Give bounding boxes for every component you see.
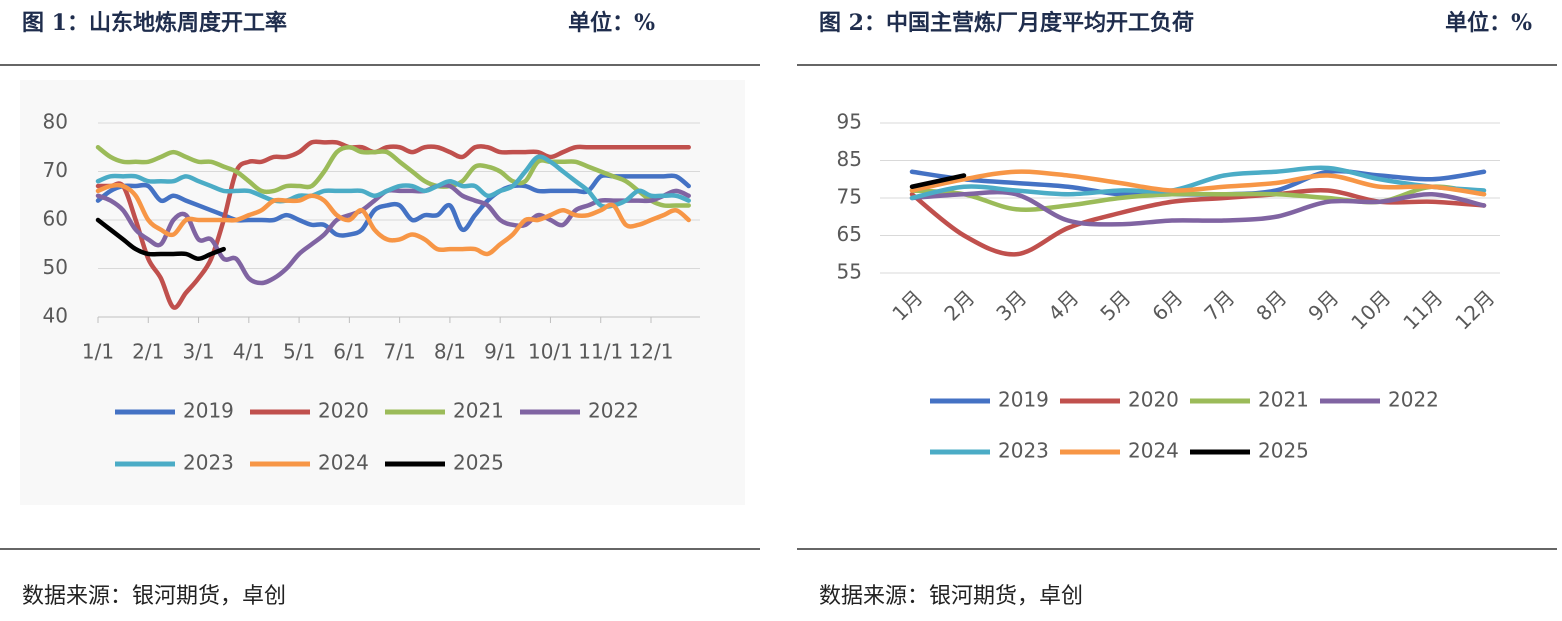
unit-label: 单位：% <box>568 10 655 36</box>
x-tick-label: 12/1 <box>629 340 674 364</box>
series-line <box>95 139 691 310</box>
x-tick-label: 1/1 <box>82 340 114 364</box>
x-tick-label: 9月 <box>1303 285 1343 325</box>
legend-label: 2020 <box>318 399 369 423</box>
x-tick-label: 3月 <box>991 285 1031 325</box>
x-tick-label: 10/1 <box>528 340 573 364</box>
series-line <box>909 169 1487 197</box>
x-tick-label: 10月 <box>1346 285 1395 334</box>
legend-label: 2025 <box>1258 439 1309 463</box>
x-tick-label: 7/1 <box>384 340 416 364</box>
y-tick-label: 65 <box>837 222 862 246</box>
y-tick-label: 40 <box>43 304 68 328</box>
y-tick-label: 85 <box>837 147 862 171</box>
unit-label: 单位：% <box>1445 10 1532 36</box>
y-tick-label: 55 <box>837 260 862 284</box>
x-tick-label: 7月 <box>1199 285 1239 325</box>
x-tick-label: 2月 <box>939 285 979 325</box>
y-tick-label: 75 <box>837 185 862 209</box>
x-tick-label: 8月 <box>1251 285 1291 325</box>
source-note: 数据来源：银河期货，卓创 <box>22 584 286 609</box>
y-tick-label: 70 <box>43 158 68 182</box>
x-tick-label: 4月 <box>1043 285 1083 325</box>
legend-label: 2020 <box>1128 388 1179 412</box>
x-tick-label: 12月 <box>1450 285 1499 334</box>
y-tick-label: 80 <box>43 110 68 134</box>
series-line <box>909 173 967 189</box>
x-tick-label: 8/1 <box>434 340 466 364</box>
chart-title: 图 1：山东地炼周度开工率 <box>22 10 287 36</box>
legend-label: 2024 <box>1128 439 1179 463</box>
x-tick-label: 2/1 <box>132 340 164 364</box>
x-tick-label: 4/1 <box>233 340 265 364</box>
y-tick-label: 50 <box>43 255 68 279</box>
legend-label: 2023 <box>998 439 1049 463</box>
legend-label: 2022 <box>588 399 639 423</box>
series-line <box>95 154 691 209</box>
legend-label: 2019 <box>998 388 1049 412</box>
legend-label: 2021 <box>1258 388 1309 412</box>
x-tick-label: 5/1 <box>283 340 315 364</box>
series-line <box>909 165 1487 201</box>
x-tick-label: 11/1 <box>578 340 623 364</box>
chart-bg <box>20 80 745 505</box>
x-tick-label: 6月 <box>1147 285 1187 325</box>
y-tick-label: 60 <box>43 207 68 231</box>
legend-label: 2019 <box>183 399 234 423</box>
x-tick-label: 3/1 <box>182 340 214 364</box>
chart-title: 图 2：中国主营炼厂月度平均开工负荷 <box>819 10 1194 36</box>
y-tick-label: 95 <box>837 110 862 134</box>
legend-label: 2023 <box>183 451 234 475</box>
x-tick-label: 9/1 <box>484 340 516 364</box>
x-tick-label: 11月 <box>1398 285 1447 334</box>
series-line <box>95 217 226 262</box>
series-line <box>95 182 691 257</box>
legend-label: 2022 <box>1388 388 1439 412</box>
x-tick-label: 5月 <box>1095 285 1135 325</box>
series-line <box>95 145 691 209</box>
x-tick-label: 1月 <box>887 285 927 325</box>
series-line <box>909 189 1487 227</box>
x-tick-label: 6/1 <box>333 340 365 364</box>
legend-label: 2024 <box>318 451 369 475</box>
source-note: 数据来源：银河期货，卓创 <box>819 584 1083 609</box>
legend-label: 2021 <box>453 399 504 423</box>
legend-label: 2025 <box>453 451 504 475</box>
